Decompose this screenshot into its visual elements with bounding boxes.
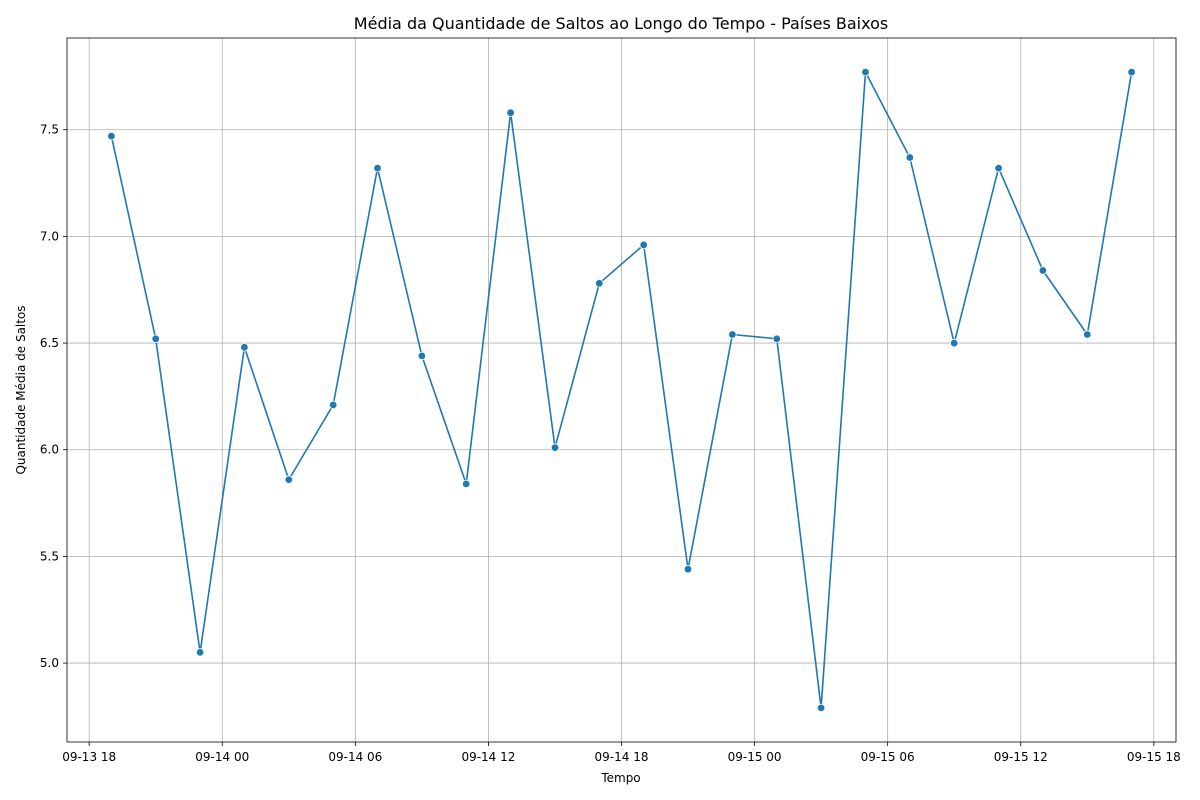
y-tick-label: 6.5	[40, 336, 59, 350]
y-tick-label: 6.0	[40, 443, 59, 457]
data-point	[151, 334, 160, 343]
data-point	[1127, 67, 1136, 77]
data-point	[417, 351, 427, 361]
data-point	[905, 153, 914, 162]
data-point	[994, 163, 1003, 173]
series	[107, 67, 1136, 713]
data-point	[284, 475, 293, 484]
x-tick-label: 09-15 00	[728, 750, 782, 764]
x-axis-ticks: 09-13 18 09-14 00 09-14 06 09-14 12 09-14 18…	[62, 742, 1181, 764]
x-tick-label: 09-14 12	[461, 750, 515, 764]
y-axis-ticks: 5.0 5.5 6.0 6.5 7.0 7.5	[40, 123, 67, 670]
data-point	[683, 565, 693, 574]
y-tick-label: 5.5	[40, 549, 59, 563]
data-point	[107, 131, 116, 141]
data-point	[816, 703, 826, 713]
y-tick-label: 7.0	[40, 229, 59, 243]
data-point	[240, 343, 249, 352]
data-point	[329, 400, 338, 410]
data-point	[950, 338, 959, 348]
y-axis-label: Quantidade Média de Saltos	[14, 305, 28, 474]
data-point	[728, 330, 737, 339]
data-point	[195, 648, 205, 657]
x-tick-label: 09-14 06	[328, 750, 382, 764]
data-point	[506, 108, 515, 117]
series-line	[110, 71, 1133, 709]
data-point	[1038, 266, 1048, 275]
x-tick-label: 09-15 06	[861, 750, 915, 764]
grid	[67, 38, 1176, 742]
x-tick-label: 09-15 12	[994, 750, 1048, 764]
x-tick-label: 09-14 18	[595, 750, 649, 764]
data-point	[1083, 330, 1092, 339]
data-point	[861, 67, 870, 77]
x-tick-label: 09-14 00	[195, 750, 249, 764]
data-point	[373, 163, 382, 173]
x-tick-label: 09-15 18	[1127, 750, 1181, 764]
chart-title: Média da Quantidade de Saltos ao Longo d…	[354, 14, 888, 33]
x-tick-label: 09-13 18	[62, 750, 116, 764]
data-point	[595, 279, 604, 288]
data-point	[550, 443, 560, 452]
data-point	[639, 240, 648, 250]
data-point	[772, 334, 781, 343]
y-tick-label: 5.0	[40, 656, 59, 670]
x-axis-label: Tempo	[600, 771, 640, 785]
y-tick-label: 7.5	[40, 123, 59, 137]
data-point	[462, 479, 471, 489]
